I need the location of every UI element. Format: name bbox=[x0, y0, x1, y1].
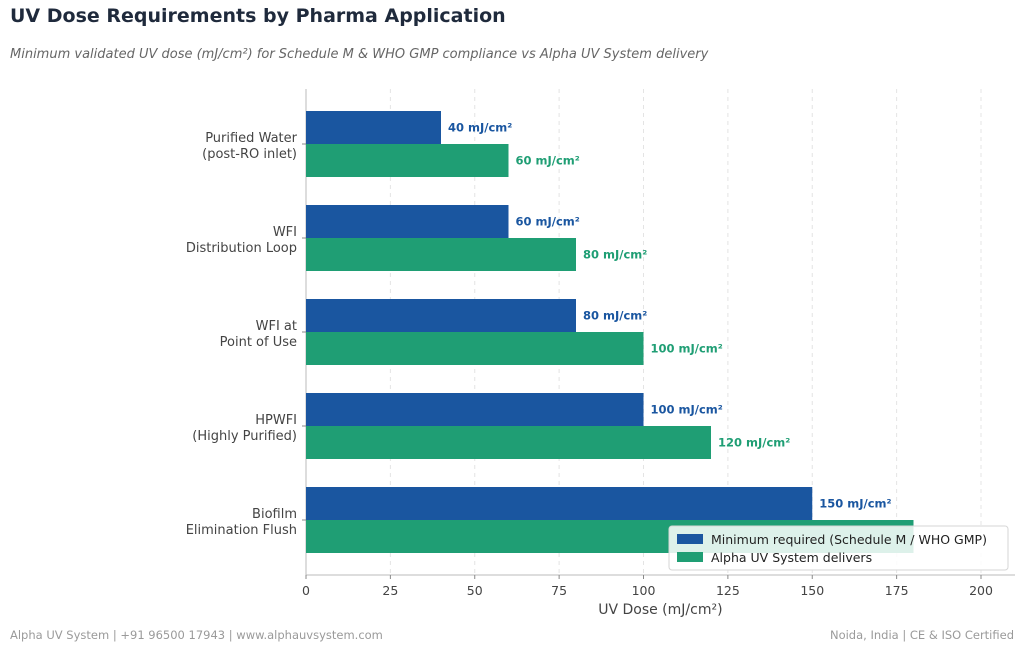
category-label: WFI at Point of Use bbox=[220, 319, 297, 350]
x-axis-label: UV Dose (mJ/cm²) bbox=[598, 602, 722, 618]
x-tick-label: 150 bbox=[800, 583, 824, 598]
x-tick-label: 100 bbox=[632, 583, 656, 598]
bar-minimum-required bbox=[306, 299, 576, 332]
data-label: 100 mJ/cm² bbox=[651, 403, 723, 417]
data-label: 60 mJ/cm² bbox=[516, 154, 580, 168]
bar-minimum-required bbox=[306, 111, 441, 144]
bar-minimum-required bbox=[306, 393, 644, 426]
legend-box bbox=[668, 525, 1009, 571]
legend-label: Minimum required (Schedule M / WHO GMP) bbox=[711, 532, 987, 547]
data-label: 120 mJ/cm² bbox=[718, 436, 790, 450]
footer-contact: Alpha UV System | +91 96500 17943 | www.… bbox=[10, 628, 383, 642]
bar-minimum-required bbox=[306, 487, 813, 520]
category-label: Purified Water (post-RO inlet) bbox=[202, 131, 298, 162]
legend-swatch-minimum bbox=[677, 534, 703, 544]
bar-minimum-required bbox=[306, 205, 509, 238]
data-label: 100 mJ/cm² bbox=[651, 342, 723, 356]
x-tick-label: 125 bbox=[716, 583, 740, 598]
x-tick-label: 0 bbox=[302, 583, 310, 598]
footer-location: Noida, India | CE & ISO Certified bbox=[829, 628, 1014, 642]
data-label: 150 mJ/cm² bbox=[819, 497, 891, 511]
data-label: 60 mJ/cm² bbox=[516, 215, 580, 229]
bar-alpha-delivers bbox=[306, 332, 644, 365]
x-tick-label: 200 bbox=[969, 583, 993, 598]
x-tick-label: 175 bbox=[885, 583, 909, 598]
chart-title: UV Dose Requirements by Pharma Applicati… bbox=[10, 5, 506, 27]
data-label: 80 mJ/cm² bbox=[583, 309, 647, 323]
data-label: 80 mJ/cm² bbox=[583, 248, 647, 262]
data-label: 40 mJ/cm² bbox=[448, 121, 512, 135]
legend-swatch-alpha bbox=[677, 552, 703, 562]
x-tick-label: 25 bbox=[382, 583, 398, 598]
x-tick-label: 50 bbox=[467, 583, 483, 598]
chart-subtitle: Minimum validated UV dose (mJ/cm²) for S… bbox=[10, 47, 709, 62]
bar-alpha-delivers bbox=[306, 426, 711, 459]
legend-label: Alpha UV System delivers bbox=[711, 550, 872, 565]
bar-alpha-delivers bbox=[306, 144, 509, 177]
category-label: Biofilm Elimination Flush bbox=[186, 507, 297, 538]
bar-alpha-delivers bbox=[306, 238, 576, 271]
category-label: HPWFI (Highly Purified) bbox=[192, 413, 297, 444]
x-tick-label: 75 bbox=[551, 583, 567, 598]
category-label: WFI Distribution Loop bbox=[186, 225, 297, 256]
